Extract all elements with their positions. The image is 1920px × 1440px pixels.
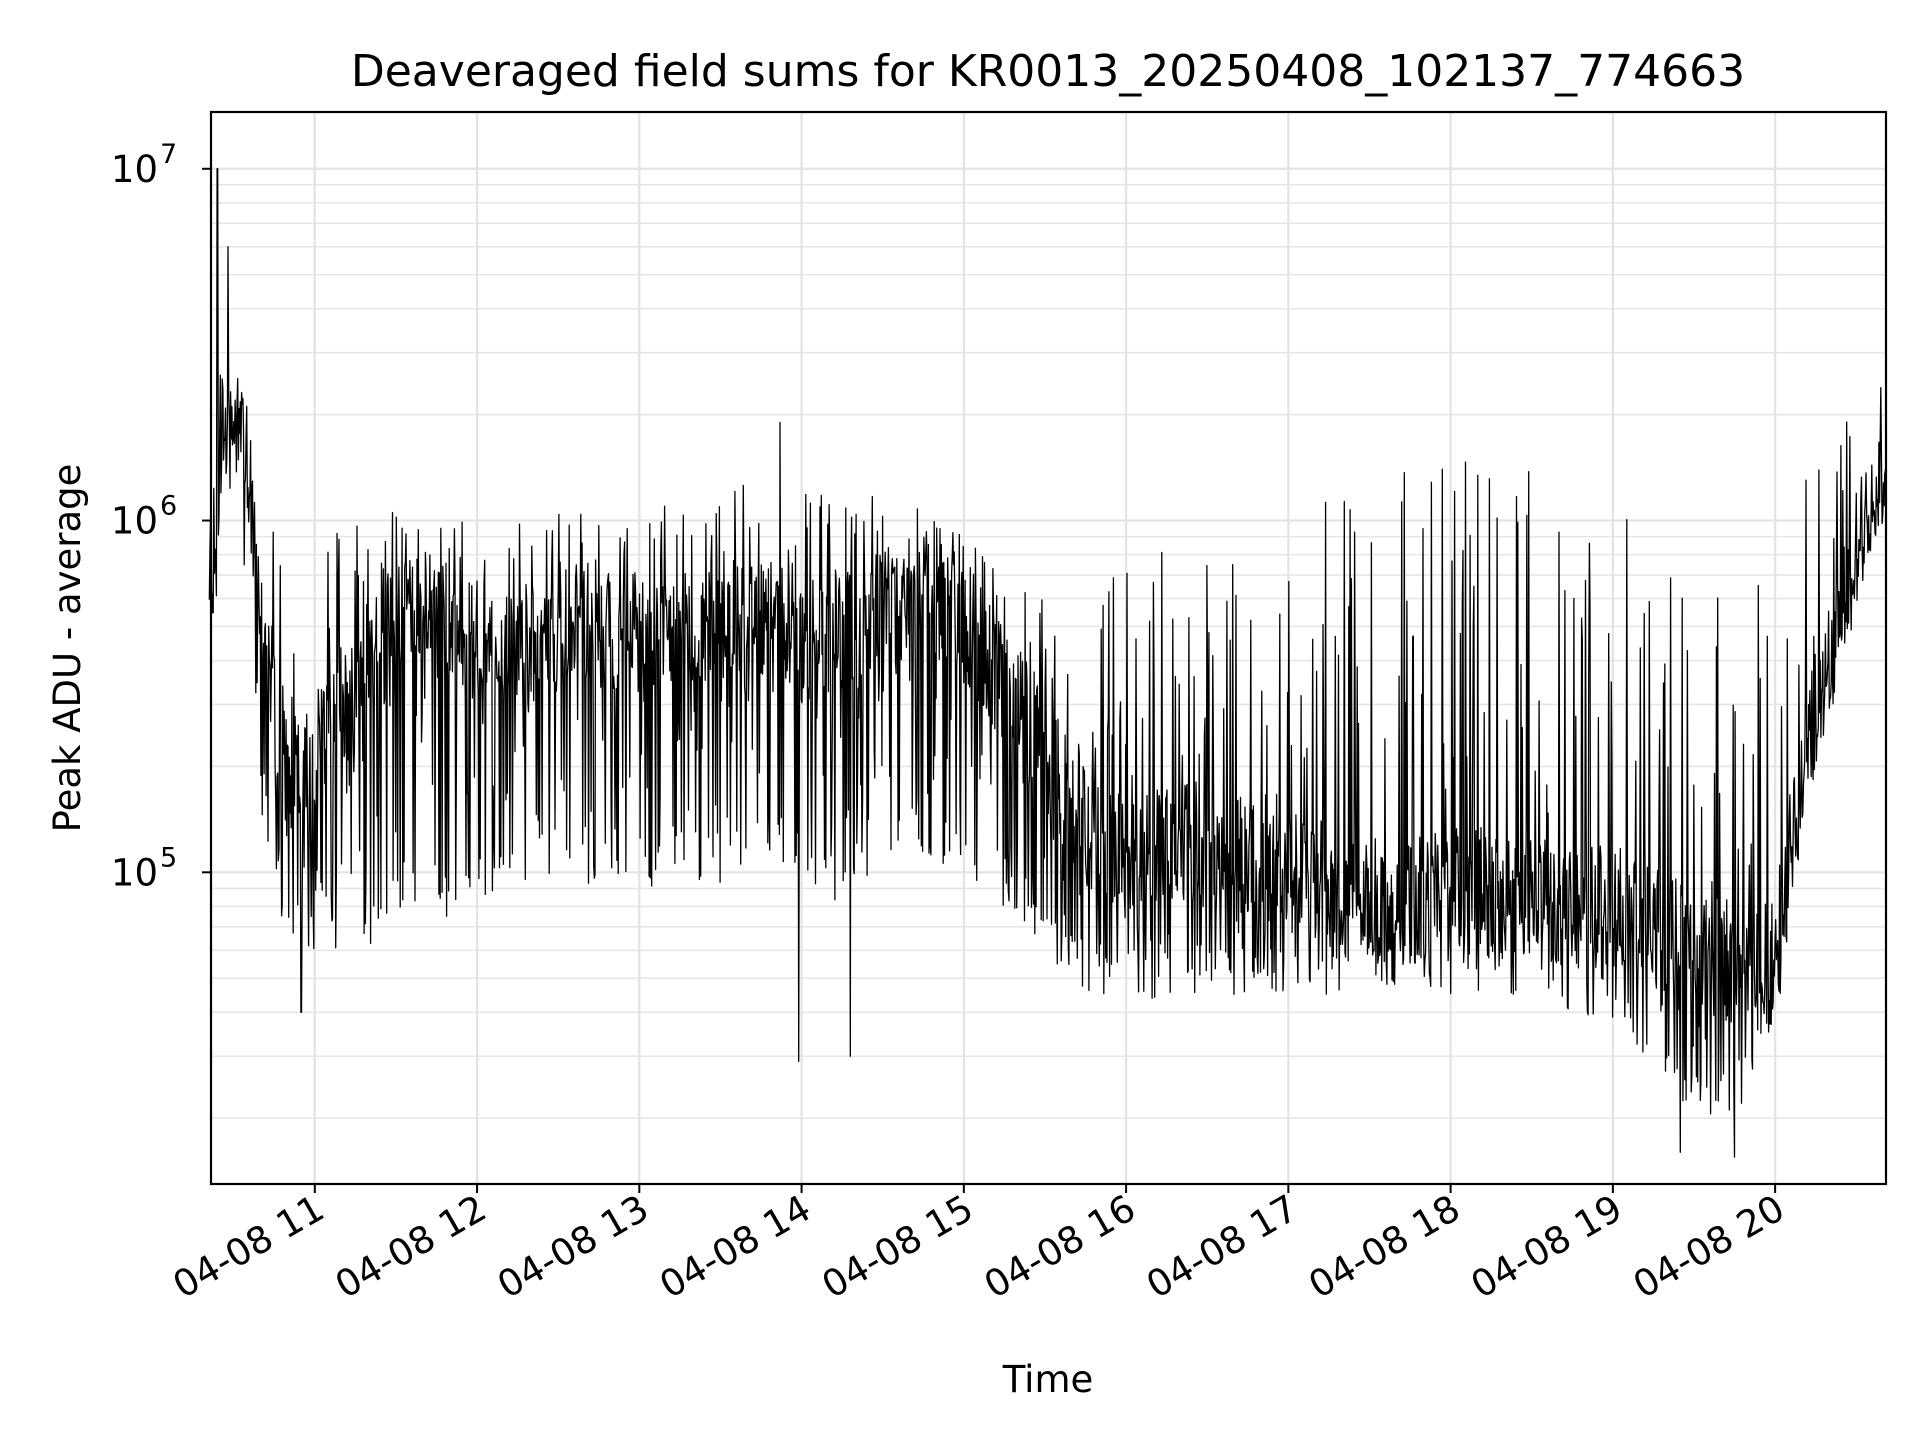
x-axis-label: Time — [1002, 1358, 1094, 1401]
y-tick-label: 10 — [111, 851, 158, 894]
series-line — [208, 168, 1887, 1158]
plot-frame — [209, 110, 1888, 1186]
y-tick-exponent: 6 — [160, 491, 177, 522]
y-tick-label: 10 — [111, 500, 158, 543]
y-tick-exponent: 7 — [160, 139, 177, 170]
chart-title: Deaveraged field sums for KR0013_2025040… — [351, 46, 1745, 97]
y-tick-label: 10 — [111, 148, 158, 191]
y-tick-exponent: 5 — [160, 842, 177, 873]
y-axis-label: Peak ADU - average — [46, 464, 89, 833]
